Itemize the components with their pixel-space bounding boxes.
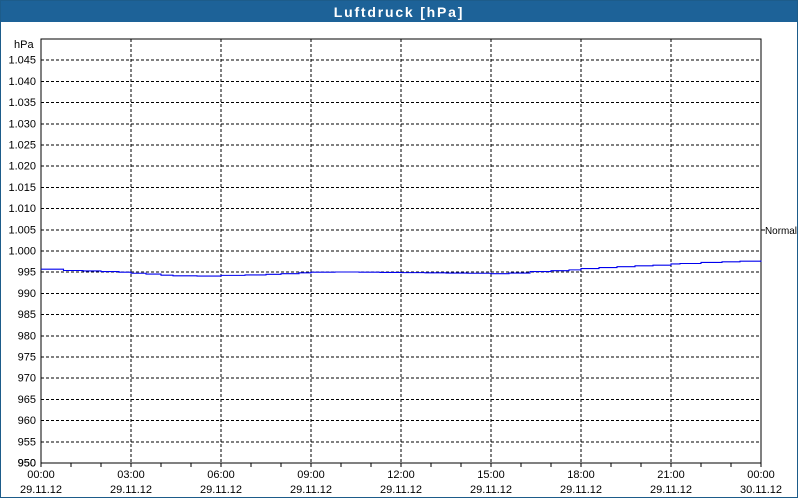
svg-text:970: 970: [18, 373, 36, 385]
svg-text:Normal: Normal: [765, 226, 797, 237]
svg-text:955: 955: [18, 436, 36, 448]
svg-text:980: 980: [18, 330, 36, 342]
svg-text:995: 995: [18, 267, 36, 279]
svg-text:990: 990: [18, 288, 36, 300]
svg-text:29.11.12: 29.11.12: [650, 484, 692, 496]
svg-text:1.035: 1.035: [8, 97, 36, 109]
svg-text:975: 975: [18, 352, 36, 364]
svg-text:09:00: 09:00: [297, 469, 325, 481]
svg-text:18:00: 18:00: [567, 469, 595, 481]
svg-text:00:00: 00:00: [747, 469, 775, 481]
svg-text:00:00: 00:00: [27, 469, 55, 481]
svg-text:29.11.12: 29.11.12: [470, 484, 512, 496]
svg-text:1.020: 1.020: [8, 161, 36, 173]
svg-text:29.11.12: 29.11.12: [380, 484, 422, 496]
svg-text:29.11.12: 29.11.12: [20, 484, 62, 496]
svg-text:12:00: 12:00: [387, 469, 415, 481]
svg-text:1.040: 1.040: [8, 76, 36, 88]
svg-text:1.045: 1.045: [8, 55, 36, 67]
svg-text:1.000: 1.000: [8, 246, 36, 258]
svg-text:29.11.12: 29.11.12: [110, 484, 152, 496]
svg-text:960: 960: [18, 415, 36, 427]
svg-text:965: 965: [18, 394, 36, 406]
svg-text:950: 950: [18, 458, 36, 470]
svg-text:06:00: 06:00: [207, 469, 235, 481]
svg-text:1.005: 1.005: [8, 224, 36, 236]
svg-text:hPa: hPa: [14, 39, 34, 51]
svg-text:29.11.12: 29.11.12: [560, 484, 602, 496]
svg-text:985: 985: [18, 309, 36, 321]
svg-text:03:00: 03:00: [117, 469, 145, 481]
svg-text:21:00: 21:00: [657, 469, 685, 481]
svg-text:1.025: 1.025: [8, 140, 36, 152]
svg-text:15:00: 15:00: [477, 469, 505, 481]
svg-text:29.11.12: 29.11.12: [290, 484, 332, 496]
svg-text:30.11.12: 30.11.12: [740, 484, 782, 496]
svg-text:29.11.12: 29.11.12: [200, 484, 242, 496]
svg-text:1.015: 1.015: [8, 182, 36, 194]
svg-text:1.010: 1.010: [8, 203, 36, 215]
svg-text:1.030: 1.030: [8, 118, 36, 130]
